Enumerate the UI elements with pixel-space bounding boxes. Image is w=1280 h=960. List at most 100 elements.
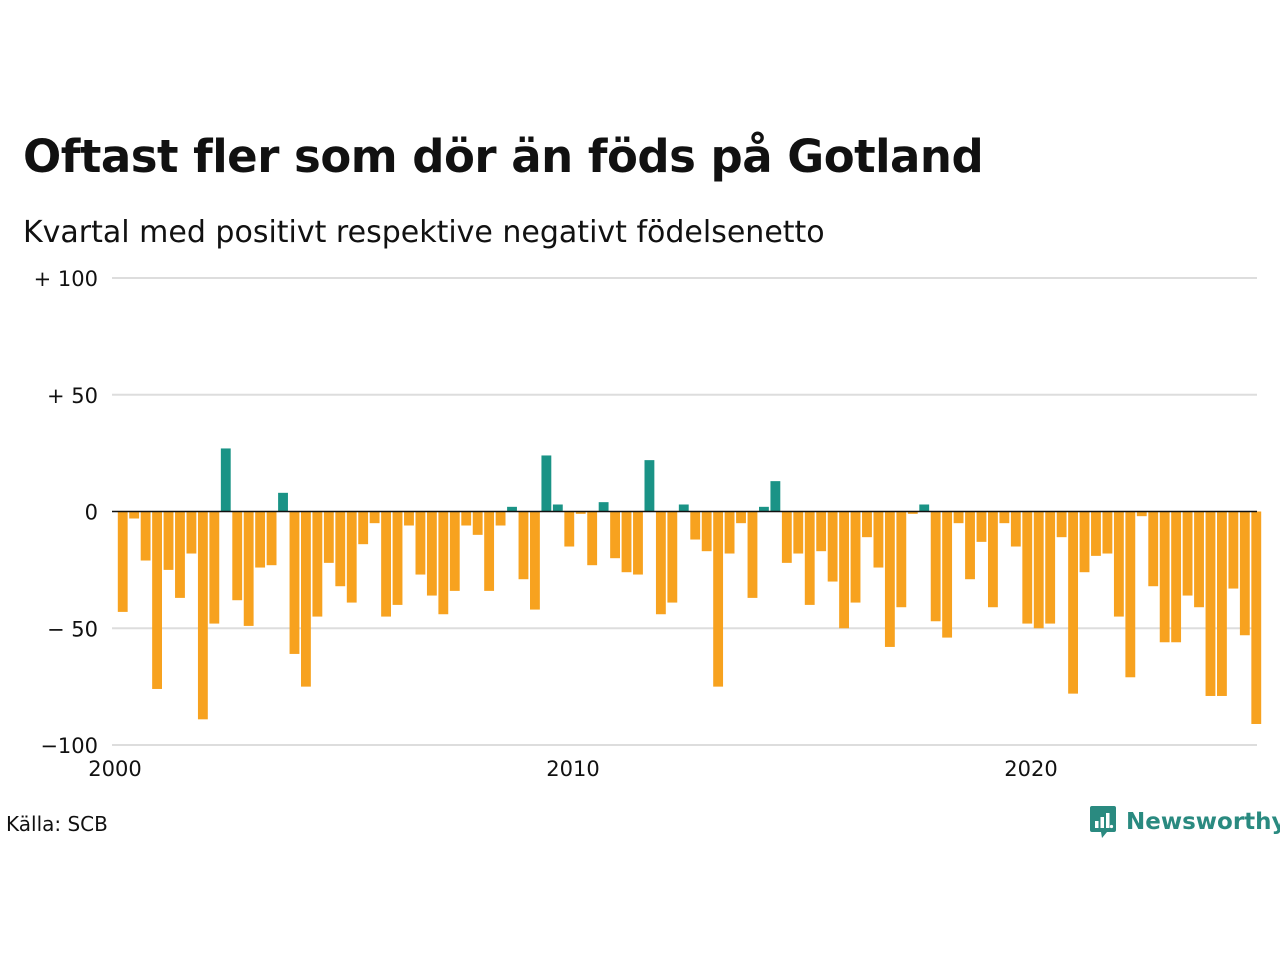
bar-86	[1102, 511, 1113, 554]
bar-60	[804, 511, 815, 605]
bar-47	[655, 511, 666, 615]
bar-75	[976, 511, 987, 542]
bar-40	[575, 511, 586, 514]
bar-67	[884, 511, 895, 647]
bar-38	[552, 504, 563, 512]
bar-36	[530, 511, 540, 610]
bar-0	[117, 511, 128, 612]
bar-chart: + 100 + 50 0 − 50 −100 2000 2010 2020	[34, 267, 1262, 781]
bar-65	[862, 511, 872, 538]
bar-45	[633, 511, 643, 575]
bar-15	[289, 511, 300, 654]
bar-70	[919, 504, 930, 512]
bar-7	[197, 511, 208, 720]
bar-94	[1194, 511, 1204, 608]
bar-34	[507, 506, 517, 512]
bar-25	[404, 511, 414, 526]
logo-text: Newsworthy	[1126, 809, 1280, 835]
bar-50	[690, 511, 701, 540]
bar-11	[243, 511, 254, 626]
bar-83	[1068, 511, 1078, 694]
bar-72	[942, 511, 953, 638]
bar-81	[1045, 511, 1056, 624]
bar-10	[232, 511, 243, 601]
bar-12	[255, 511, 266, 568]
bar-84	[1079, 511, 1090, 573]
bar-29	[449, 511, 460, 591]
bar-97	[1228, 511, 1239, 589]
bar-17	[312, 511, 323, 617]
x-tick-label-2: 2020	[1004, 757, 1057, 781]
bar-6	[186, 511, 197, 554]
bar-1	[129, 511, 140, 519]
bar-39	[564, 511, 575, 547]
bar-52	[713, 511, 724, 687]
y-tick-label-3: − 50	[47, 617, 98, 641]
bar-91	[1159, 511, 1170, 643]
bar-79	[1022, 511, 1033, 624]
bar-88	[1125, 511, 1136, 678]
bar-8	[209, 511, 220, 624]
chart-title: Oftast fler som dör än föds på Gotland	[23, 130, 984, 183]
y-tick-label-1: + 50	[47, 384, 98, 408]
bar-53	[724, 511, 735, 554]
bar-31	[472, 511, 483, 535]
bar-46	[644, 460, 655, 512]
bar-48	[667, 511, 678, 603]
bar-5	[175, 511, 185, 598]
bar-32	[484, 511, 495, 591]
bar-2	[140, 511, 151, 561]
y-axis-labels: + 100 + 50 0 − 50 −100	[34, 267, 98, 758]
bar-66	[873, 511, 884, 568]
bar-61	[816, 511, 827, 552]
bar-43	[610, 511, 620, 559]
bars	[117, 448, 1262, 724]
bar-74	[965, 511, 975, 580]
bar-85	[1091, 511, 1101, 556]
bar-30	[461, 511, 472, 526]
bar-44	[621, 511, 632, 573]
bar-63	[839, 511, 849, 629]
bar-41	[587, 511, 598, 566]
bar-13	[266, 511, 277, 566]
source-note: Källa: SCB	[6, 812, 108, 836]
bar-56	[759, 506, 769, 512]
bar-58	[781, 511, 792, 563]
bar-62	[827, 511, 838, 582]
y-tick-label-0: + 100	[34, 267, 98, 291]
bar-64	[850, 511, 861, 603]
bar-99	[1251, 511, 1262, 724]
bar-55	[747, 511, 758, 598]
bar-76	[988, 511, 998, 608]
bar-35	[518, 511, 529, 580]
bar-21	[358, 511, 369, 545]
bar-18	[323, 511, 334, 563]
chart-bubble-icon	[1090, 806, 1116, 838]
bar-42	[598, 502, 609, 512]
bar-27	[426, 511, 437, 596]
bar-54	[736, 511, 746, 524]
bar-69	[907, 511, 918, 514]
bar-96	[1217, 511, 1227, 696]
x-axis-labels: 2000 2010 2020	[88, 757, 1057, 781]
bar-73	[953, 511, 964, 524]
bar-16	[301, 511, 311, 687]
bar-57	[770, 481, 781, 512]
bar-28	[438, 511, 449, 615]
bar-14	[278, 492, 288, 512]
bar-92	[1171, 511, 1182, 643]
bar-89	[1136, 511, 1147, 517]
y-tick-label-4: −100	[40, 734, 98, 758]
bar-3	[152, 511, 162, 689]
bar-93	[1182, 511, 1193, 596]
bar-98	[1239, 511, 1250, 636]
bar-22	[369, 511, 380, 524]
bar-4	[163, 511, 174, 570]
x-tick-label-0: 2000	[88, 757, 141, 781]
bar-26	[415, 511, 426, 575]
bar-51	[701, 511, 712, 552]
bar-82	[1056, 511, 1067, 538]
newsworthy-logo: Newsworthy	[1088, 804, 1280, 840]
x-tick-label-1: 2010	[546, 757, 599, 781]
gridlines	[112, 277, 1257, 746]
